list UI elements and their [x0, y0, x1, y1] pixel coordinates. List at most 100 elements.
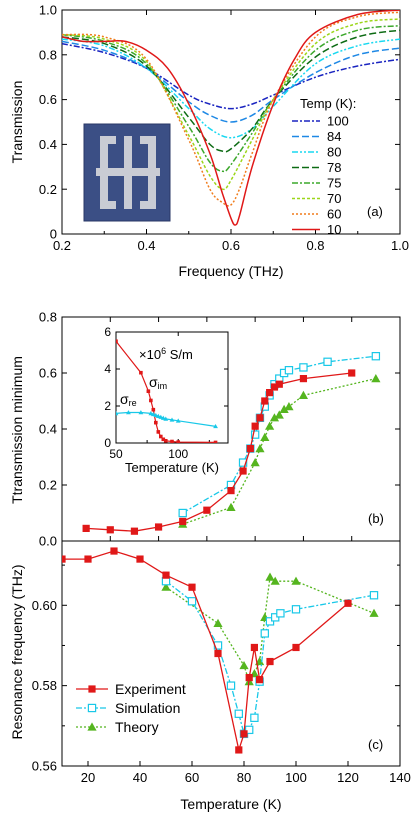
inset-im-point: [213, 440, 218, 443]
panel-c-experiment-point: [162, 571, 170, 579]
panel-c-experiment-point: [344, 599, 352, 607]
inset-im-point: [163, 438, 168, 443]
panel-b-theory-point: [265, 421, 275, 430]
inset-re-point: [169, 417, 175, 422]
panel-a-label: (a): [367, 204, 383, 219]
panel-c-experiment-point: [136, 555, 144, 563]
inset-re-point: [153, 412, 159, 418]
inset-xtick-label: 100: [168, 447, 188, 461]
legend-marker-simulation: [87, 703, 97, 713]
legend-label-60K: 60: [327, 207, 341, 222]
inset-im-point: [176, 440, 181, 443]
panel-c-xtick-label: 40: [133, 770, 147, 785]
inset-units-tail: S/m: [166, 347, 193, 362]
panel-a-xtick-label: 0.2: [53, 238, 71, 253]
panel-b-experiment-point: [251, 422, 259, 430]
panel-c-experiment-point: [266, 657, 274, 666]
inset-ytick-label: 4: [104, 362, 111, 376]
inset-units-main: ×10: [139, 347, 161, 362]
panel-c-simulation-point: [245, 725, 254, 735]
inset-re-point: [126, 410, 131, 415]
panel-c-curves: [62, 547, 379, 754]
inset-units-exp: 6: [161, 346, 166, 356]
panel-b-ytick-label: 0.8: [39, 310, 57, 325]
panel-b-experiment-point: [239, 467, 247, 475]
inset-re-point: [158, 414, 164, 419]
inset-units: ×106 S/m: [139, 346, 193, 362]
panel-b-label: (b): [368, 511, 384, 526]
panel-c-theory-point: [270, 576, 280, 585]
panel-c-experiment-point: [62, 555, 66, 563]
panel-b-curves: [82, 352, 381, 535]
panel-b-experiment-point: [203, 506, 211, 514]
legend-label-100K: 100: [327, 114, 349, 129]
inset-re-point: [150, 411, 156, 417]
inset-ytick-label: 0: [104, 436, 111, 450]
panel-a-plot: 0.2 0.4 0.6 0.8 1.000.20.40.60.81.0: [39, 3, 409, 253]
panel-a-ylabel: Transmission: [9, 81, 25, 164]
panel-c-theory-point: [291, 576, 301, 585]
transmission-curve-84K: [62, 40, 400, 123]
panel-b-ylabel: Ttransmission minimum: [9, 356, 25, 504]
inset-curves: [116, 339, 218, 443]
panel-a-ytick-label: 0.4: [39, 137, 57, 152]
transmission-curve-60K: [62, 11, 400, 207]
panel-c-simulation-point: [234, 709, 243, 718]
inset-im-point: [146, 389, 151, 393]
sigma-re-main: σ: [120, 391, 129, 407]
inset-re-point: [175, 418, 181, 423]
panel-c-theory-line: [165, 575, 375, 684]
panel-c-xtick-label: 80: [237, 770, 251, 785]
panel-c-xtick-label: 20: [81, 770, 95, 785]
panel-a-xtick-label: 0.6: [222, 238, 240, 253]
panel-b-experiment-point: [348, 369, 356, 377]
panel-c-ticks: 20 40 60 80 100 120 140 0.56 0.58 0.60: [32, 564, 411, 785]
panel-c-experiment-point: [256, 676, 264, 684]
panel-a-ytick-label: 0.2: [39, 182, 57, 197]
legend-label-78K: 78: [327, 160, 341, 175]
panel-b-experiment-point: [106, 526, 114, 534]
panel-b-theory-point: [250, 458, 260, 467]
panel-c-xtick-label: 120: [337, 770, 359, 785]
panel-b-theory-point: [371, 374, 381, 383]
panel-c-ytick-label: 0.56: [32, 759, 57, 774]
inset-im-point: [159, 434, 163, 439]
inset-im-point: [149, 398, 153, 403]
legend-label-84K: 84: [327, 129, 341, 144]
legend-label-70K: 70: [327, 191, 341, 206]
inset-im-point: [116, 339, 118, 344]
panel-b-theory-point: [298, 390, 309, 399]
legend-marker-theory: [87, 722, 97, 731]
panel-b-simulation-point: [284, 366, 294, 375]
panel-b-theory-point: [279, 404, 289, 413]
inset-im-point: [161, 437, 166, 442]
panel-c-simulation-point: [276, 609, 285, 618]
panel-c-simulation-point: [250, 713, 259, 722]
panel-a-curves: [62, 10, 400, 226]
sigma-im-sub: im: [158, 381, 168, 391]
panel-b-theory-point: [226, 502, 236, 511]
panel-c-experiment-point: [84, 555, 92, 563]
inset-ytick-label: 2: [104, 399, 111, 413]
panel-b-theory-point: [255, 444, 265, 453]
panel-b-ytick-label: 0.4: [39, 422, 57, 437]
panel-b-experiment-point: [256, 414, 264, 422]
inset-re-point: [160, 415, 166, 420]
panel-b-experiment-point: [179, 517, 187, 525]
inset-im-point: [151, 407, 156, 412]
panel-b-ticks: 0.0 0.2 0.4 0.6 0.8: [39, 310, 401, 549]
panel-c-theory-point: [239, 660, 249, 670]
panel-b-theory-line: [182, 377, 377, 525]
panel-b-simulation-point: [178, 508, 187, 518]
panel-c-ytick-label: 0.58: [32, 678, 57, 693]
panel-c-ylabel: Resonance frequency (THz): [9, 564, 25, 739]
panel-b-ytick-label: 0.2: [39, 478, 57, 493]
sigma-im-label: σim: [149, 374, 167, 391]
inset-xtick-label: 50: [109, 447, 123, 461]
panel-c-simulation-point: [187, 597, 197, 606]
panel-b-ytick-label: 0.0: [39, 534, 57, 549]
panel-b-experiment-point: [275, 380, 283, 388]
panel-b-simulation-point: [371, 352, 381, 361]
